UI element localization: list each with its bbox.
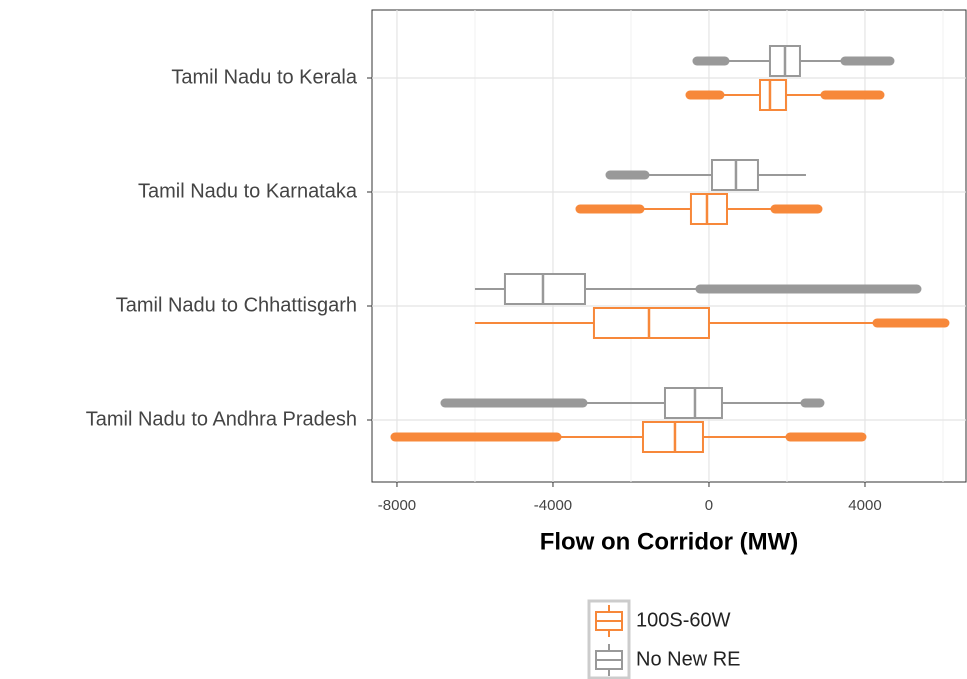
y-tick-label: Tamil Nadu to Kerala (171, 66, 358, 88)
x-tick-label: 0 (705, 497, 713, 514)
y-tick-label: Tamil Nadu to Karnataka (138, 180, 358, 202)
x-tick-label: 4000 (848, 497, 881, 514)
box (689, 193, 728, 225)
x-axis-label: Flow on Corridor (MW) (540, 528, 799, 555)
y-tick-label: Tamil Nadu to Chhattisgarh (116, 294, 357, 316)
x-tick-label: -4000 (534, 497, 572, 514)
box (641, 421, 704, 453)
box (758, 79, 787, 111)
y-tick-label: Tamil Nadu to Andhra Pradesh (86, 408, 357, 430)
legend-frame (587, 599, 631, 679)
x-tick-label: -8000 (378, 497, 416, 514)
legend-label: No New RE (636, 648, 740, 670)
box (663, 387, 723, 419)
box (503, 273, 586, 305)
legend-label: 100S-60W (636, 609, 731, 631)
box (592, 307, 710, 339)
